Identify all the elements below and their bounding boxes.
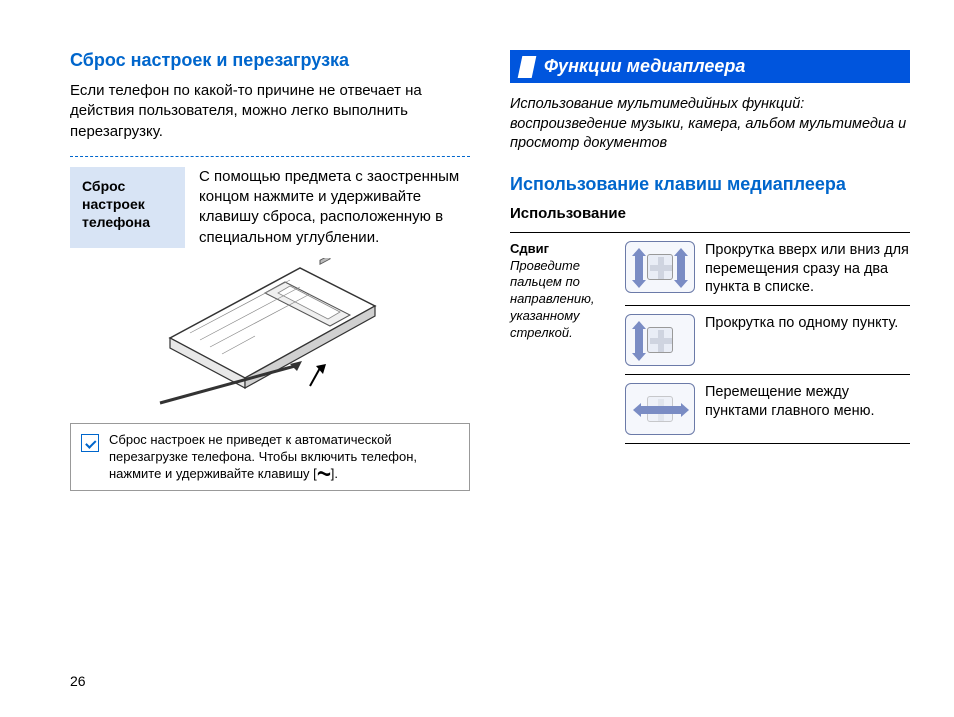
usage-table: Сдвиг Проведите пальцем по направлению, … — [510, 232, 910, 445]
note-box: Сброс настроек не приведет к автоматичес… — [70, 423, 470, 492]
section-subtitle: Использование мультимедийных функций: во… — [510, 95, 910, 154]
checkmark-icon — [81, 434, 99, 452]
usage-rows: Прокрутка вверх или вниз для перемещения… — [625, 233, 910, 445]
page-number: 26 — [70, 673, 86, 689]
dashed-divider — [70, 156, 470, 157]
usage-instruction-cell: Сдвиг Проведите пальцем по направлению, … — [510, 233, 625, 445]
phone-illustration — [70, 258, 470, 413]
usage-subheading: Использование — [510, 205, 910, 222]
reset-intro: Если телефон по какой-то причине не отве… — [70, 81, 470, 142]
gesture-horizontal-icon — [625, 383, 695, 435]
gesture-scroll-one-icon — [625, 314, 695, 366]
slide-label: Сдвиг — [510, 241, 617, 258]
reset-label-box: Сброс настроек телефона — [70, 167, 185, 248]
reset-heading: Сброс настроек и перезагрузка — [70, 50, 470, 71]
slide-instruction: Проведите пальцем по направлению, указан… — [510, 258, 617, 342]
mediaplayer-keys-heading: Использование клавиш медиаплеера — [510, 174, 910, 195]
phone-key-icon — [317, 469, 331, 479]
section-banner: Функции медиаплеера — [510, 50, 910, 83]
reset-row: Сброс настроек телефона С помощью предме… — [70, 167, 470, 248]
usage-row: Прокрутка по одному пункту. — [625, 306, 910, 375]
reset-description: С помощью предмета с заостренным концом … — [199, 167, 470, 248]
usage-row: Прокрутка вверх или вниз для перемещения… — [625, 233, 910, 307]
gesture-desc: Прокрутка вверх или вниз для перемещения… — [705, 241, 910, 298]
right-column: Функции медиаплеера Использование мульти… — [510, 50, 910, 491]
gesture-desc: Прокрутка по одному пункту. — [705, 314, 910, 333]
note-text: Сброс настроек не приведет к автоматичес… — [109, 432, 459, 483]
left-column: Сброс настроек и перезагрузка Если телеф… — [70, 50, 470, 491]
phone-reset-svg — [140, 258, 400, 413]
usage-row: Перемещение между пунктами главного меню… — [625, 375, 910, 444]
gesture-scroll-two-icon — [625, 241, 695, 293]
gesture-desc: Перемещение между пунктами главного меню… — [705, 383, 910, 421]
